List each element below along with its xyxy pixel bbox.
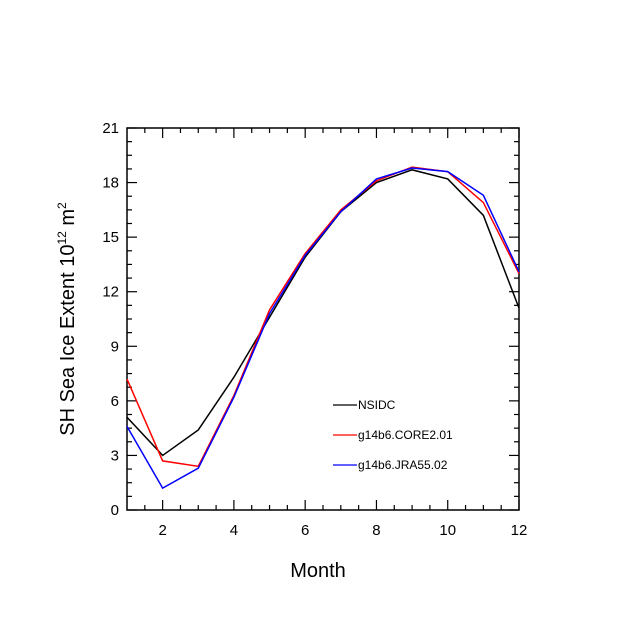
y-axis-title: SH Sea Ice Extent 1012 m2 [55,202,79,436]
x-axis-title: Month [290,560,346,582]
legend-label: g14b6.CORE2.01 [358,428,453,442]
y-tick-label: 6 [111,393,119,410]
y-tick-label: 0 [111,502,119,519]
x-tick-label: 4 [230,522,238,539]
series-line-g14b6-core2-01 [126,166,520,468]
series-line-nsidc [126,169,520,457]
legend-label: g14b6.JRA55.02 [358,458,448,472]
legend-label: NSIDC [358,398,396,412]
y-axis-title-mid: m [57,209,79,231]
x-tick-label: 8 [372,522,380,539]
y-axis-title-exp1: 12 [55,231,69,245]
y-tick-label: 12 [102,284,119,301]
y-tick-label: 21 [102,120,119,137]
y-tick-label: 9 [111,338,119,355]
y-tick-label: 3 [111,447,119,464]
plot-frame [126,127,520,511]
y-axis-title-main: SH Sea Ice Extent 10 [57,245,79,436]
x-tick-label: 12 [511,522,528,539]
x-tick-label: 6 [301,522,309,539]
legend: NSIDC g14b6.CORE2.01 g14b6.JRA55.02 [333,398,453,472]
y-tick-label: 18 [102,175,119,192]
x-tick-label: 10 [439,522,456,539]
series-line-g14b6-jra55-02 [126,167,520,490]
x-tick-label: 2 [158,522,166,539]
y-tick-label: 15 [102,229,119,246]
y-axis-title-exp2: 2 [55,202,69,209]
data-series [126,166,520,490]
